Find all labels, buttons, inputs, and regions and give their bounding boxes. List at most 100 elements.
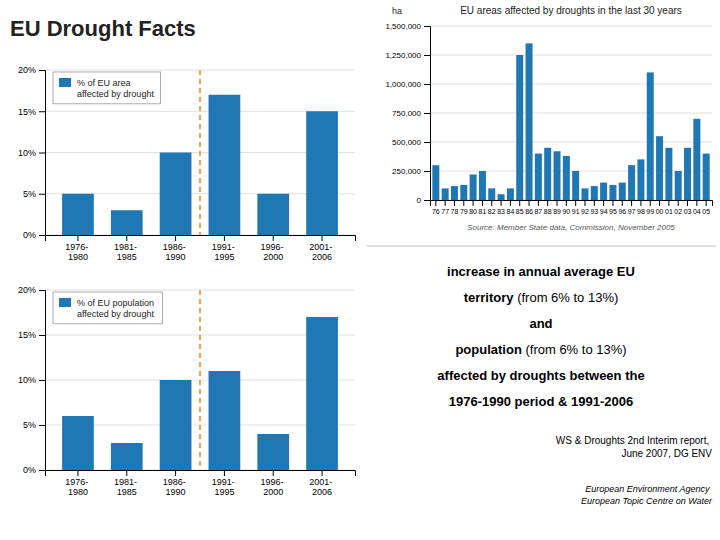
x-tick-label: 81 <box>479 208 487 215</box>
legend-label: % of EU population affected by drought <box>77 298 157 319</box>
chart-note: Source: Member State data, Commission, N… <box>467 223 675 232</box>
tick-mark <box>603 200 604 206</box>
y-tick-label: 15% <box>18 107 36 117</box>
tick-mark <box>424 200 430 201</box>
bar <box>488 188 495 200</box>
x-tick: 88 <box>544 200 552 215</box>
tick-mark <box>39 235 45 236</box>
text-line: 98 <box>637 208 645 215</box>
tick-mark <box>424 26 430 27</box>
tick-mark <box>650 200 651 206</box>
legend-label: % of EU area affected by drought <box>77 78 154 99</box>
x-tick-label: 86 <box>525 208 533 215</box>
y-tick-label: 5% <box>23 189 36 199</box>
tick-mark <box>39 425 45 426</box>
text-line: 1995 <box>214 252 234 262</box>
text-line: 2006 <box>312 487 332 497</box>
chart-title: EU areas affected by droughts in the las… <box>460 5 682 16</box>
legend: % of EU area affected by drought <box>53 72 160 104</box>
text-line: 1991- <box>212 477 238 487</box>
text-line: % of EU population <box>77 298 157 308</box>
tick-mark <box>175 235 176 241</box>
bar <box>306 317 338 470</box>
statement-line: and <box>529 316 552 331</box>
y-tick: 20% <box>18 65 45 75</box>
x-tick: 01 <box>665 200 673 215</box>
bar <box>111 210 143 235</box>
y-tick-label: 250,000 <box>392 167 421 176</box>
x-tick-label: 90 <box>562 208 570 215</box>
text-line: 94 <box>600 208 608 215</box>
text-line: 1990 <box>166 252 186 262</box>
x-tick-label: 77 <box>441 208 449 215</box>
x-tick-label: 1976- 1980 <box>65 477 91 497</box>
bar <box>637 159 644 200</box>
x-tick: 76 <box>432 200 440 215</box>
x-tick-label: 1986- 1990 <box>163 242 189 262</box>
text-normal: (from 6% to 13%) <box>522 342 627 357</box>
text-line: 2001- <box>309 477 335 487</box>
text-line: 86 <box>525 208 533 215</box>
x-tick-label: 85 <box>516 208 524 215</box>
y-tick: 15% <box>18 107 45 117</box>
y-tick-label: 0 <box>417 196 422 205</box>
text-line: 84 <box>507 208 515 215</box>
tick-mark <box>696 200 697 206</box>
tick-mark <box>668 200 669 206</box>
text-line: 1991- <box>212 242 238 252</box>
y-axis: 0250,000500,000750,0001,000,0001,250,000… <box>385 22 430 205</box>
x-tick: 92 <box>581 200 589 215</box>
bar <box>619 183 626 200</box>
y-tick: 0 <box>417 196 430 205</box>
y-tick-label: 20% <box>18 65 36 75</box>
grid-line <box>430 55 712 56</box>
x-tick: 1991- 1995 <box>212 470 238 497</box>
x-tick-label: 87 <box>534 208 542 215</box>
x-tick-label: 01 <box>665 208 673 215</box>
x-tick: 1976- 1980 <box>65 235 91 262</box>
bar <box>257 194 289 235</box>
plot-area <box>62 290 338 470</box>
tick-mark <box>501 200 502 206</box>
bar <box>656 136 663 200</box>
bar <box>62 416 94 470</box>
x-tick-label: 92 <box>581 208 589 215</box>
period-divider <box>199 290 201 470</box>
x-tick: 1996- 2000 <box>260 470 286 497</box>
tick-mark <box>126 470 127 476</box>
x-tick: 1996- 2000 <box>260 235 286 262</box>
statement-line: increase in annual average EU <box>447 264 635 279</box>
x-tick-label: 93 <box>590 208 598 215</box>
bar <box>460 185 467 200</box>
x-tick-label: 79 <box>460 208 468 215</box>
bar <box>257 434 289 470</box>
tick-mark <box>473 200 474 206</box>
statement-line: affected by droughts between the <box>437 368 644 383</box>
plot-area <box>62 70 338 235</box>
text-line: 88 <box>544 208 552 215</box>
tick-mark <box>273 235 274 241</box>
x-tick-label: 1976- 1980 <box>65 242 91 262</box>
page: EU Drought Facts0%5%10%15%20%1976- 19801… <box>0 0 720 540</box>
y-tick-label: 20% <box>18 285 36 295</box>
grid <box>45 70 355 235</box>
x-tick: 81 <box>479 200 487 215</box>
bar <box>479 171 486 200</box>
x-tick: 78 <box>451 200 459 215</box>
text-line: % of EU area <box>77 78 133 88</box>
text-line: 91 <box>572 208 580 215</box>
text-line: 1986- <box>163 242 189 252</box>
text-line: 2006 <box>312 252 332 262</box>
text-line: 1990 <box>166 487 186 497</box>
x-axis: 7677787980818283848586878889909192939495… <box>431 200 713 215</box>
x-tick-label: 82 <box>488 208 496 215</box>
tick-mark <box>39 380 45 381</box>
x-tick: 91 <box>572 200 580 215</box>
x-axis: 1976- 1980 1981- 1985 1986- 1990 1991- 1995… <box>46 235 356 262</box>
tick-mark <box>547 200 548 206</box>
x-tick-label: 1981- 1985 <box>114 242 140 262</box>
tick-mark <box>491 200 492 206</box>
tick-mark <box>224 470 225 476</box>
text-line: 1985 <box>117 487 137 497</box>
x-tick: 1981- 1985 <box>114 470 140 497</box>
